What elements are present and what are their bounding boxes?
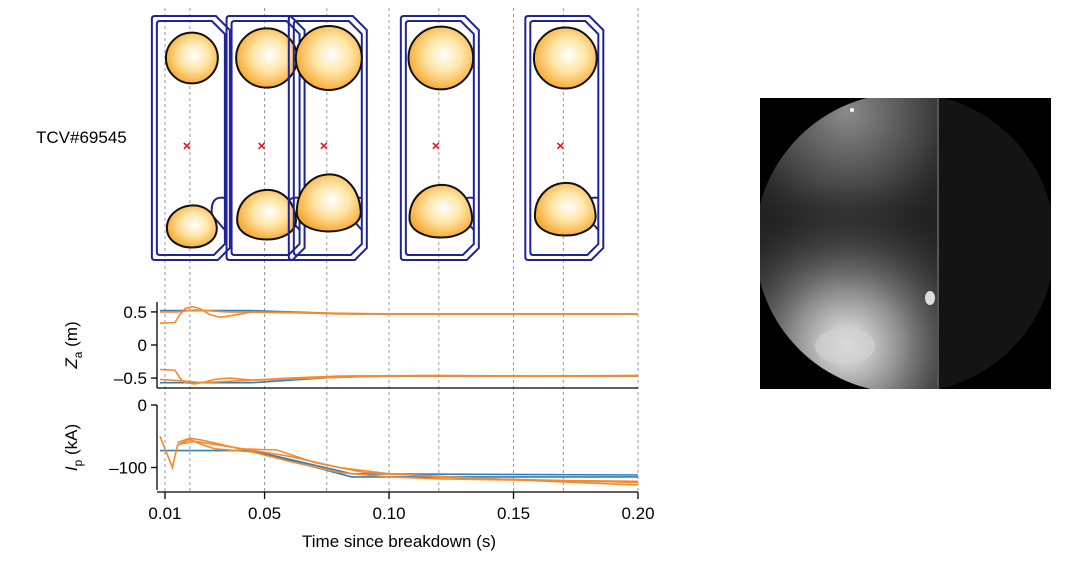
upper-plasma xyxy=(407,25,475,91)
actual-trace xyxy=(177,440,639,484)
cross-sections: × × × × × xyxy=(150,15,605,261)
upper-plasma xyxy=(532,26,598,90)
axis-marker: × xyxy=(556,138,564,154)
axis-marker: × xyxy=(320,138,328,154)
y-tick-label: –100 xyxy=(109,459,147,478)
y-tick-label: 0 xyxy=(138,336,147,355)
x-tick-label: 0.05 xyxy=(248,504,281,523)
first-wall xyxy=(404,20,475,256)
x-tick-label: 0.20 xyxy=(621,504,654,523)
axis-marker: × xyxy=(432,138,440,154)
target-trace xyxy=(160,449,638,478)
actual-trace xyxy=(159,436,639,483)
lower-plasma xyxy=(165,204,218,249)
vessel-cross-section: × xyxy=(524,15,605,261)
vessel-wall xyxy=(287,15,368,261)
actual-trace xyxy=(159,375,638,384)
y-axis-label: Ip (kA) xyxy=(62,424,85,471)
x-tick-label: 0.01 xyxy=(148,504,181,523)
y-tick-label: 0.5 xyxy=(123,303,147,322)
upper-plasma xyxy=(294,25,363,91)
vessel-cross-section: × xyxy=(287,15,368,261)
vessel-cross-section: × xyxy=(150,15,231,261)
first-wall xyxy=(292,20,363,256)
panel-1: 0 –100 Ip (kA) 0.01 0.05 0.10 0.15 0.20 Time sin… xyxy=(62,396,655,551)
panel-0: 0.5 0 –0.5 Za (m) xyxy=(62,302,639,389)
lower-plasma xyxy=(236,189,298,241)
actual-trace xyxy=(160,309,638,315)
vessel-cross-section: × xyxy=(399,15,480,261)
vessel-wall xyxy=(225,15,306,261)
shot-label: TCV#69545 xyxy=(36,128,127,147)
first-wall xyxy=(529,20,600,256)
vessel-wall xyxy=(524,15,605,261)
camera-image xyxy=(760,98,1051,389)
x-tick-label: 0.10 xyxy=(372,504,405,523)
x-tick-label: 0.15 xyxy=(497,504,530,523)
time-axes: 0.5 0 –0.5 Za (m) 0 –100 Ip (kA) 0.01 0.05 0.10 0.… xyxy=(62,302,655,551)
axis-marker: × xyxy=(183,138,191,154)
vessel-cross-section: × xyxy=(225,15,306,261)
y-tick-label: 0 xyxy=(138,396,147,415)
y-axis-label: Za (m) xyxy=(62,321,85,369)
axis-marker: × xyxy=(257,138,265,154)
first-wall xyxy=(155,20,226,256)
actual-trace xyxy=(159,305,638,324)
first-wall xyxy=(230,20,301,256)
vessel-wall xyxy=(399,15,480,261)
vessel-wall xyxy=(150,15,231,261)
x-axis-label: Time since breakdown (s) xyxy=(302,532,496,551)
lower-plasma xyxy=(533,181,597,237)
lower-plasma xyxy=(295,173,362,233)
target-trace xyxy=(251,449,639,476)
upper-plasma xyxy=(164,31,219,85)
y-tick-label: –0.5 xyxy=(114,369,147,388)
lower-plasma xyxy=(408,183,474,239)
